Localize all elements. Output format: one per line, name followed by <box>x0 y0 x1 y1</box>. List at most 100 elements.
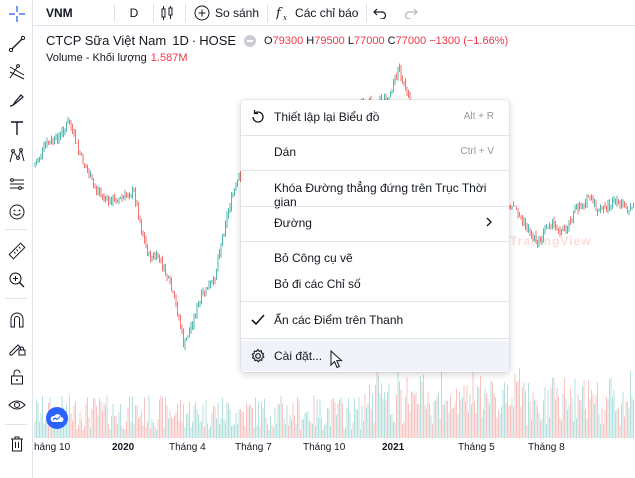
volume-bar <box>427 391 429 438</box>
volume-bar <box>103 402 105 438</box>
volume-bar <box>556 388 558 438</box>
volume-bar <box>385 400 387 438</box>
text-icon <box>11 121 23 135</box>
volume-bar <box>529 401 531 438</box>
volume-bar <box>373 422 375 438</box>
symbol-name[interactable]: CTCP Sữa Việt Nam <box>46 33 167 48</box>
volume-bar <box>573 421 574 438</box>
volume-bar <box>243 411 244 438</box>
menu-item-settings[interactable]: Cài đặt... <box>241 341 509 371</box>
magnet-icon <box>10 312 24 328</box>
volume-bar <box>205 399 207 438</box>
brush-tool[interactable] <box>6 89 28 111</box>
volume-bar <box>69 395 70 438</box>
volume-bar <box>514 373 516 438</box>
volume-bar <box>231 425 232 438</box>
volume-bar <box>558 396 559 438</box>
volume-label[interactable]: Volume - Khối lượng <box>46 52 147 64</box>
volume-bar <box>633 399 634 438</box>
volume-bar <box>387 391 388 438</box>
volume-bar <box>472 371 474 438</box>
volume-bar <box>490 380 492 438</box>
volume-bar <box>400 389 402 438</box>
volume-bar <box>606 397 607 438</box>
volume-bar <box>594 403 595 438</box>
chart-type-button[interactable] <box>154 0 185 26</box>
volume-bar <box>517 380 519 438</box>
volume-bar <box>436 396 438 438</box>
collapse-legend-icon[interactable] <box>244 34 257 47</box>
volume-bar <box>484 388 486 438</box>
volume-bar <box>597 382 598 438</box>
lock-drawing-mode-tool[interactable] <box>6 337 28 359</box>
pencil-lock-icon <box>9 344 26 356</box>
ohlc-values: O79300 H79500 L77000 C77000 −1300 (−1.66… <box>264 34 509 47</box>
volume-bar <box>493 393 495 438</box>
redo-button[interactable] <box>398 0 429 26</box>
volume-bar <box>391 413 393 438</box>
trendline-tool[interactable] <box>6 33 28 55</box>
low-value: 77000 <box>353 34 385 47</box>
volume-bar <box>486 393 487 438</box>
volume-bar <box>340 397 342 438</box>
volume-bar <box>522 387 523 438</box>
volume-bar <box>190 427 192 438</box>
volume-bar <box>132 396 133 438</box>
symbol-exchange: HOSE <box>199 33 237 48</box>
tradingview-logo-button[interactable] <box>46 407 68 429</box>
volume-bar <box>553 377 555 438</box>
volume-bar <box>445 400 447 438</box>
volume-bar <box>304 412 306 438</box>
volume-bar <box>277 403 279 438</box>
menu-item-lock-vertical-line[interactable]: Khóa Đường thẳng đứng trên Trục Thời gia… <box>274 181 487 209</box>
volume-bar <box>201 421 202 438</box>
menu-item-remove-drawings[interactable]: Bỏ Công cụ vẽ <box>274 251 353 265</box>
volume-bar <box>480 376 481 438</box>
volume-bar <box>508 405 510 438</box>
pattern-tool[interactable] <box>6 145 28 167</box>
volume-bar <box>355 409 357 438</box>
interval-button[interactable]: D <box>129 5 139 20</box>
volume-bar <box>630 371 631 438</box>
menu-item-paste[interactable]: Dán Ctrl + V <box>274 145 494 159</box>
menu-item-lines-submenu[interactable]: Đường <box>241 208 509 238</box>
volume-bar <box>396 394 397 438</box>
symbol-search-button[interactable]: VNM <box>46 5 73 20</box>
remove-drawings-tool[interactable] <box>6 433 28 455</box>
ruler-tool[interactable] <box>6 240 28 262</box>
compare-button[interactable]: So sánh <box>186 0 267 26</box>
volume-bar <box>495 397 496 438</box>
volume-bar <box>504 382 505 438</box>
fib-tool[interactable] <box>6 61 28 83</box>
volume-bar <box>603 424 604 438</box>
crosshair-tool[interactable] <box>6 3 28 25</box>
menu-item-reset-chart[interactable]: Thiết lập lại Biểu đồ Alt + R <box>241 102 509 132</box>
text-tool[interactable] <box>6 117 28 139</box>
volume-bar <box>199 421 201 438</box>
hide-drawings-tool[interactable] <box>6 394 28 416</box>
emoji-tool[interactable] <box>6 201 28 223</box>
volume-bar <box>610 378 612 438</box>
volume-bar <box>361 405 363 438</box>
volume-bar <box>214 406 216 438</box>
volume-bar <box>46 421 48 438</box>
menu-item-remove-indicators[interactable]: Bỏ đi các Chỉ số <box>274 277 361 291</box>
volume-bar <box>169 411 171 438</box>
volume-bar <box>541 418 543 438</box>
volume-bar <box>261 401 262 438</box>
measure-range-tool[interactable] <box>6 173 28 195</box>
time-axis[interactable]: háng 10 2020 Tháng 4 Tháng 7 Tháng 10 20… <box>34 438 635 458</box>
magnet-tool[interactable] <box>6 309 28 331</box>
zoom-tool[interactable] <box>6 269 28 291</box>
undo-button[interactable] <box>367 0 398 26</box>
volume-bar <box>526 425 528 438</box>
volume-bar <box>589 398 591 438</box>
volume-bar <box>271 424 273 438</box>
menu-item-hide-bar-marks[interactable]: Ẩn các Điểm trên Thanh <box>241 305 509 335</box>
axis-label: Tháng 5 <box>458 442 495 453</box>
lock-all-tool[interactable] <box>6 366 28 388</box>
volume-bar <box>585 409 586 438</box>
volume-bar <box>564 377 565 438</box>
